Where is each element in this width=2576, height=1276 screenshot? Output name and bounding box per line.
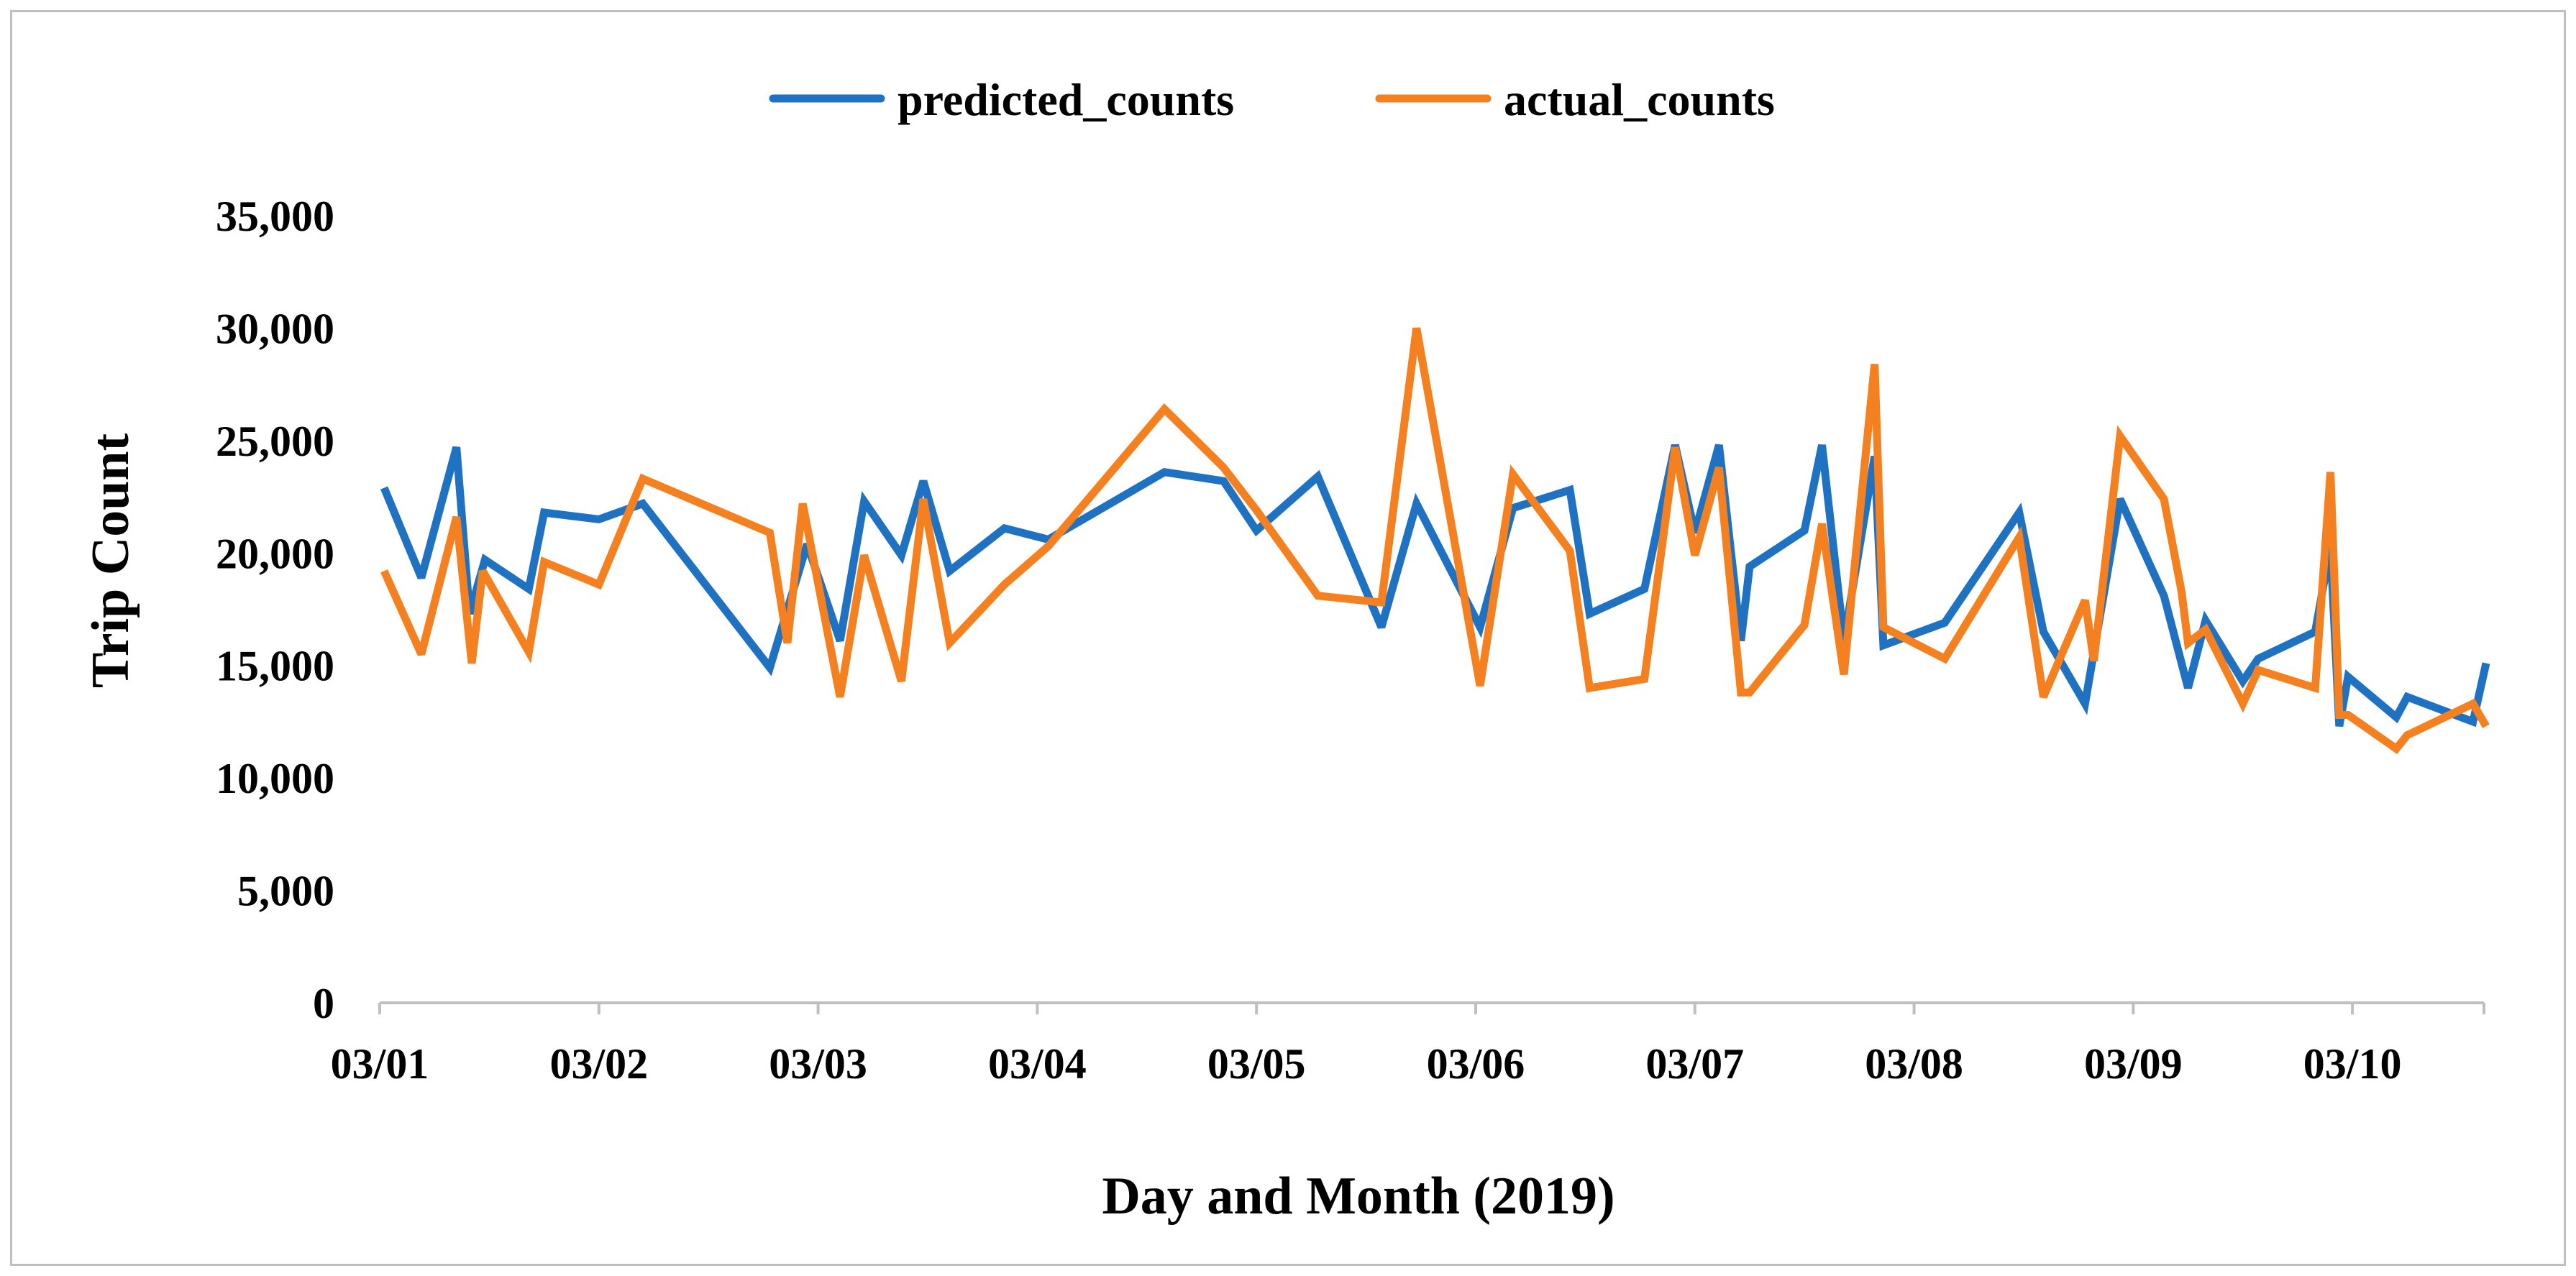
y-axis-title: Trip Count: [81, 433, 140, 688]
y-tick-label: 20,000: [216, 530, 334, 577]
x-tick-label: 03/10: [2303, 1040, 2402, 1088]
y-tick-label: 0: [313, 980, 334, 1027]
x-tick-label: 03/01: [331, 1040, 429, 1088]
chart-frame: [10, 10, 2566, 1266]
y-tick-label: 35,000: [216, 193, 334, 240]
y-tick-label: 25,000: [216, 418, 334, 465]
series-line-predicted: [380, 444, 2490, 727]
series-line-actual: [380, 327, 2490, 754]
x-tick-label: 03/08: [1865, 1040, 1963, 1088]
legend: predicted_counts actual_counts: [769, 74, 1775, 125]
x-tick-label: 03/07: [1645, 1040, 1744, 1088]
x-axis-title: Day and Month (2019): [1102, 1167, 1614, 1226]
y-tick-label: 30,000: [216, 305, 334, 352]
x-tick-label: 03/05: [1207, 1040, 1306, 1088]
x-tick-label: 03/02: [549, 1040, 648, 1088]
x-tick-label: 03/03: [769, 1040, 867, 1088]
y-tick-label: 5,000: [237, 868, 334, 915]
y-tick-label: 10,000: [216, 755, 334, 802]
legend-label-actual: actual_counts: [1504, 74, 1775, 125]
x-axis: 03/01 03/02 03/03 03/04 03/05 03/06 03/07 03/08…: [331, 1001, 2485, 1088]
y-tick-label: 15,000: [216, 643, 334, 690]
x-tick-label: 03/09: [2084, 1040, 2183, 1088]
x-tick-label: 03/06: [1427, 1040, 1525, 1088]
series-group: [380, 327, 2490, 754]
y-axis: 0 5,000 10,000 15,000 20,000 25,000 30,000 35,0…: [216, 193, 334, 1027]
x-tick-label: 03/04: [988, 1040, 1087, 1088]
legend-label-predicted: predicted_counts: [898, 74, 1234, 125]
